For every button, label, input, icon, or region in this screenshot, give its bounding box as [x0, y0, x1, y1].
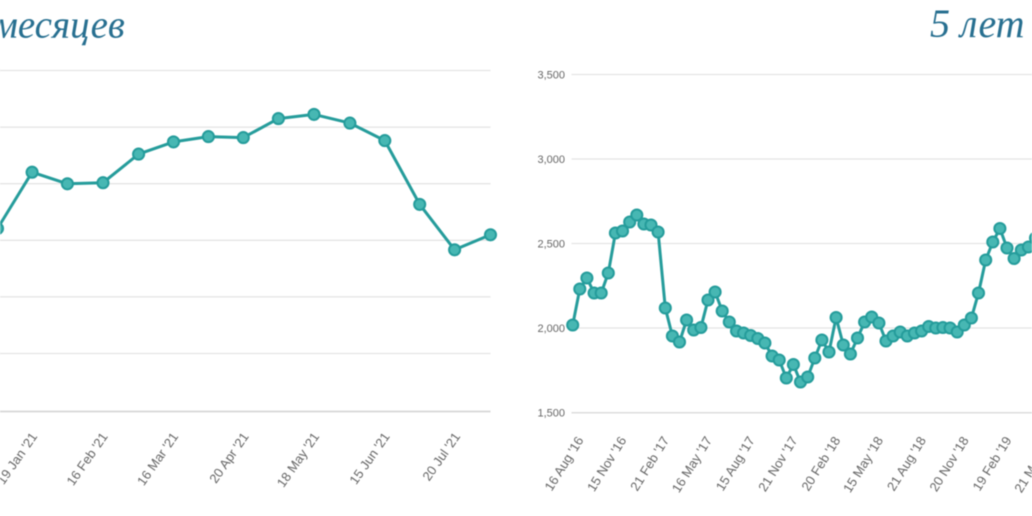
svg-text:18 May '21: 18 May '21 [274, 430, 323, 490]
svg-text:3,000: 3,000 [537, 154, 565, 166]
svg-text:месяцев: месяцев [0, 4, 125, 47]
svg-text:20 Jul '21: 20 Jul '21 [419, 430, 463, 484]
svg-text:15 May '18: 15 May '18 [840, 434, 886, 496]
svg-text:15 Aug '17: 15 Aug '17 [713, 434, 758, 494]
svg-text:16 Mar '21: 16 Mar '21 [134, 430, 181, 489]
svg-text:15 Jun '21: 15 Jun '21 [346, 430, 392, 487]
svg-text:2,000: 2,000 [537, 323, 565, 335]
svg-text:21 Aug '18: 21 Aug '18 [884, 434, 929, 494]
svg-text:20 Apr '21: 20 Apr '21 [206, 430, 252, 486]
svg-text:16 Aug '16: 16 Aug '16 [541, 434, 586, 494]
svg-text:5 лет: 5 лет [930, 1, 1025, 46]
svg-text:2,500: 2,500 [537, 239, 565, 251]
svg-text:21 Feb '17: 21 Feb '17 [627, 434, 672, 494]
svg-text:15 Nov '16: 15 Nov '16 [584, 434, 629, 494]
svg-text:1,500: 1,500 [537, 408, 565, 420]
svg-text:19 Jan '21: 19 Jan '21 [0, 430, 40, 487]
svg-text:21 May '19: 21 May '19 [1011, 434, 1032, 496]
svg-text:16 Feb '21: 16 Feb '21 [63, 430, 110, 489]
svg-text:21 Nov '17: 21 Nov '17 [755, 434, 800, 494]
svg-text:20 Nov '18: 20 Nov '18 [926, 434, 971, 494]
svg-text:19 Feb '19: 19 Feb '19 [969, 434, 1014, 494]
svg-text:16 May '17: 16 May '17 [669, 434, 715, 496]
svg-text:3,500: 3,500 [537, 70, 565, 82]
svg-text:20 Feb '18: 20 Feb '18 [798, 434, 843, 494]
